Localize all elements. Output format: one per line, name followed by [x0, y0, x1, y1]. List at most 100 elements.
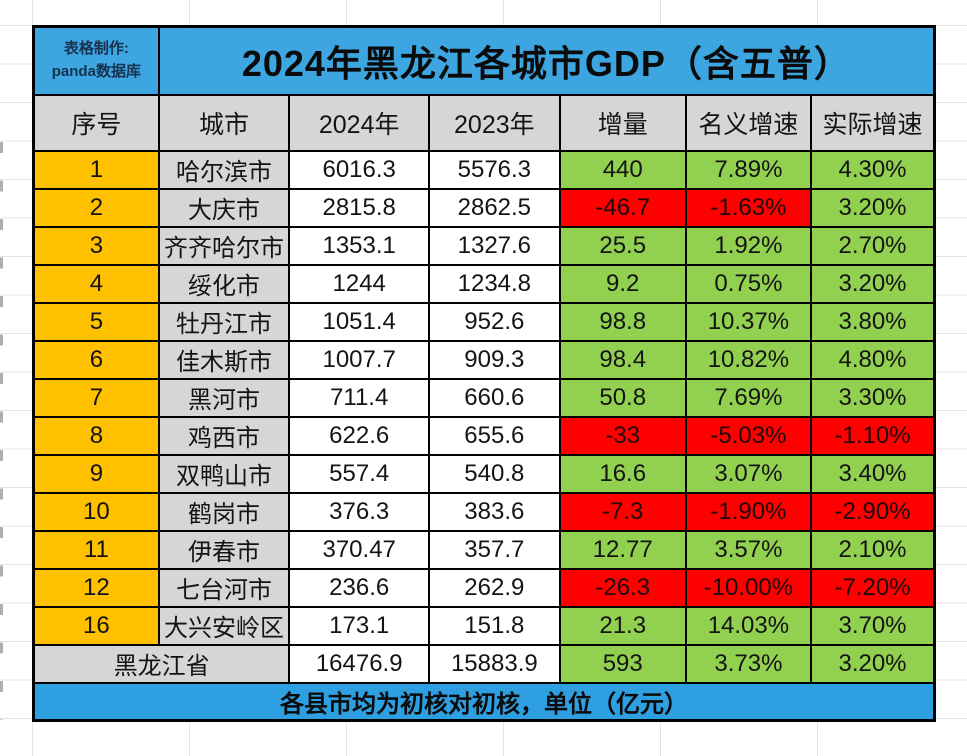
total-real-growth-cell: 3.20% [810, 643, 936, 684]
delta-cell: 440 [558, 149, 687, 190]
table-row: 10 鹤岗市 376.3 383.6 -7.3 -1.90% -2.90% [32, 491, 936, 532]
real-growth-cell: 3.20% [810, 263, 936, 304]
gdp-2024-cell: 2815.8 [288, 187, 431, 228]
credit-line-2: panda数据库 [51, 62, 141, 80]
gdp-2024-cell: 622.6 [288, 415, 431, 456]
delta-cell: -33 [558, 415, 687, 456]
city-cell: 佳木斯市 [157, 339, 291, 380]
real-growth-cell: 3.40% [810, 453, 936, 494]
footer-note: 各县市均为初核对初核，单位（亿元） [32, 681, 936, 722]
header-row: 序号 城市 2024年 2023年 增量 名义增速 实际增速 [32, 93, 936, 152]
gdp-2023-cell: 383.6 [428, 491, 561, 532]
col-header-rank: 序号 [32, 93, 160, 152]
real-growth-cell: 4.80% [810, 339, 936, 380]
city-cell: 牡丹江市 [157, 301, 291, 342]
gdp-2024-cell: 557.4 [288, 453, 431, 494]
real-growth-cell: 2.70% [810, 225, 936, 266]
nominal-growth-cell: 7.69% [684, 377, 813, 418]
nominal-growth-cell: 10.37% [684, 301, 813, 342]
rank-cell: 1 [32, 149, 160, 190]
col-header-real-growth: 实际增速 [810, 93, 936, 152]
rank-cell: 11 [32, 529, 160, 570]
table-row: 12 七台河市 236.6 262.9 -26.3 -10.00% -7.20% [32, 567, 936, 608]
gdp-2023-cell: 5576.3 [428, 149, 561, 190]
table-row: 4 绥化市 1244 1234.8 9.2 0.75% 3.20% [32, 263, 936, 304]
table-row: 1 哈尔滨市 6016.3 5576.3 440 7.89% 4.30% [32, 149, 936, 190]
gdp-2024-cell: 6016.3 [288, 149, 431, 190]
gdp-2024-cell: 1007.7 [288, 339, 431, 380]
col-header-nominal-growth: 名义增速 [684, 93, 813, 152]
gdp-2023-cell: 151.8 [428, 605, 561, 646]
city-cell: 鸡西市 [157, 415, 291, 456]
real-growth-cell: -2.90% [810, 491, 936, 532]
real-growth-cell: -7.20% [810, 567, 936, 608]
city-cell: 七台河市 [157, 567, 291, 608]
city-cell: 齐齐哈尔市 [157, 225, 291, 266]
rank-cell: 5 [32, 301, 160, 342]
col-header-2023: 2023年 [428, 93, 561, 152]
total-nominal-growth-cell: 3.73% [684, 643, 813, 684]
title-row: 表格制作: panda数据库 2024年黑龙江各城市GDP（含五普） [32, 25, 936, 96]
table-row: 7 黑河市 711.4 660.6 50.8 7.69% 3.30% [32, 377, 936, 418]
table-row: 5 牡丹江市 1051.4 952.6 98.8 10.37% 3.80% [32, 301, 936, 342]
rank-cell: 9 [32, 453, 160, 494]
gdp-2023-cell: 1234.8 [428, 263, 561, 304]
gdp-2024-cell: 711.4 [288, 377, 431, 418]
city-cell: 大兴安岭区 [157, 605, 291, 646]
rank-cell: 12 [32, 567, 160, 608]
total-row: 黑龙江省 16476.9 15883.9 593 3.73% 3.20% [32, 643, 936, 684]
delta-cell: -46.7 [558, 187, 687, 228]
credit-cell: 表格制作: panda数据库 [32, 25, 160, 96]
gdp-2024-cell: 173.1 [288, 605, 431, 646]
delta-cell: 21.3 [558, 605, 687, 646]
gdp-2024-cell: 1244 [288, 263, 431, 304]
real-growth-cell: -1.10% [810, 415, 936, 456]
rank-cell: 4 [32, 263, 160, 304]
nominal-growth-cell: -5.03% [684, 415, 813, 456]
city-cell: 绥化市 [157, 263, 291, 304]
page-title: 2024年黑龙江各城市GDP（含五普） [157, 25, 936, 96]
table-row: 2 大庆市 2815.8 2862.5 -46.7 -1.63% 3.20% [32, 187, 936, 228]
table-row: 3 齐齐哈尔市 1353.1 1327.6 25.5 1.92% 2.70% [32, 225, 936, 266]
credit-line-1: 表格制作: [63, 40, 129, 58]
table-row: 11 伊春市 370.47 357.7 12.77 3.57% 2.10% [32, 529, 936, 570]
table-row: 16 大兴安岭区 173.1 151.8 21.3 14.03% 3.70% [32, 605, 936, 646]
gdp-2023-cell: 357.7 [428, 529, 561, 570]
delta-cell: -26.3 [558, 567, 687, 608]
total-gdp-2024-cell: 16476.9 [288, 643, 431, 684]
city-cell: 哈尔滨市 [157, 149, 291, 190]
nominal-growth-cell: 14.03% [684, 605, 813, 646]
real-growth-cell: 2.10% [810, 529, 936, 570]
gdp-2024-cell: 370.47 [288, 529, 431, 570]
nominal-growth-cell: -10.00% [684, 567, 813, 608]
delta-cell: 16.6 [558, 453, 687, 494]
footer-row: 各县市均为初核对初核，单位（亿元） [32, 681, 936, 722]
delta-cell: -7.3 [558, 491, 687, 532]
table-row: 8 鸡西市 622.6 655.6 -33 -5.03% -1.10% [32, 415, 936, 456]
delta-cell: 98.4 [558, 339, 687, 380]
city-cell: 双鸭山市 [157, 453, 291, 494]
gdp-2024-cell: 236.6 [288, 567, 431, 608]
real-growth-cell: 3.70% [810, 605, 936, 646]
cropped-row-numbers [0, 120, 3, 720]
nominal-growth-cell: 1.92% [684, 225, 813, 266]
delta-cell: 9.2 [558, 263, 687, 304]
real-growth-cell: 3.80% [810, 301, 936, 342]
gdp-2023-cell: 655.6 [428, 415, 561, 456]
nominal-growth-cell: -1.63% [684, 187, 813, 228]
gdp-2023-cell: 540.8 [428, 453, 561, 494]
table-body: 1 哈尔滨市 6016.3 5576.3 440 7.89% 4.30% 2 大庆市 2815.8… [32, 149, 936, 646]
gdp-2023-cell: 1327.6 [428, 225, 561, 266]
city-cell: 黑河市 [157, 377, 291, 418]
gdp-table: 表格制作: panda数据库 2024年黑龙江各城市GDP（含五普） 序号 城市… [32, 25, 936, 722]
rank-cell: 2 [32, 187, 160, 228]
city-cell: 大庆市 [157, 187, 291, 228]
table-row: 6 佳木斯市 1007.7 909.3 98.4 10.82% 4.80% [32, 339, 936, 380]
nominal-growth-cell: 10.82% [684, 339, 813, 380]
real-growth-cell: 3.30% [810, 377, 936, 418]
rank-cell: 8 [32, 415, 160, 456]
gdp-2023-cell: 909.3 [428, 339, 561, 380]
total-gdp-2023-cell: 15883.9 [428, 643, 561, 684]
real-growth-cell: 3.20% [810, 187, 936, 228]
nominal-growth-cell: 0.75% [684, 263, 813, 304]
